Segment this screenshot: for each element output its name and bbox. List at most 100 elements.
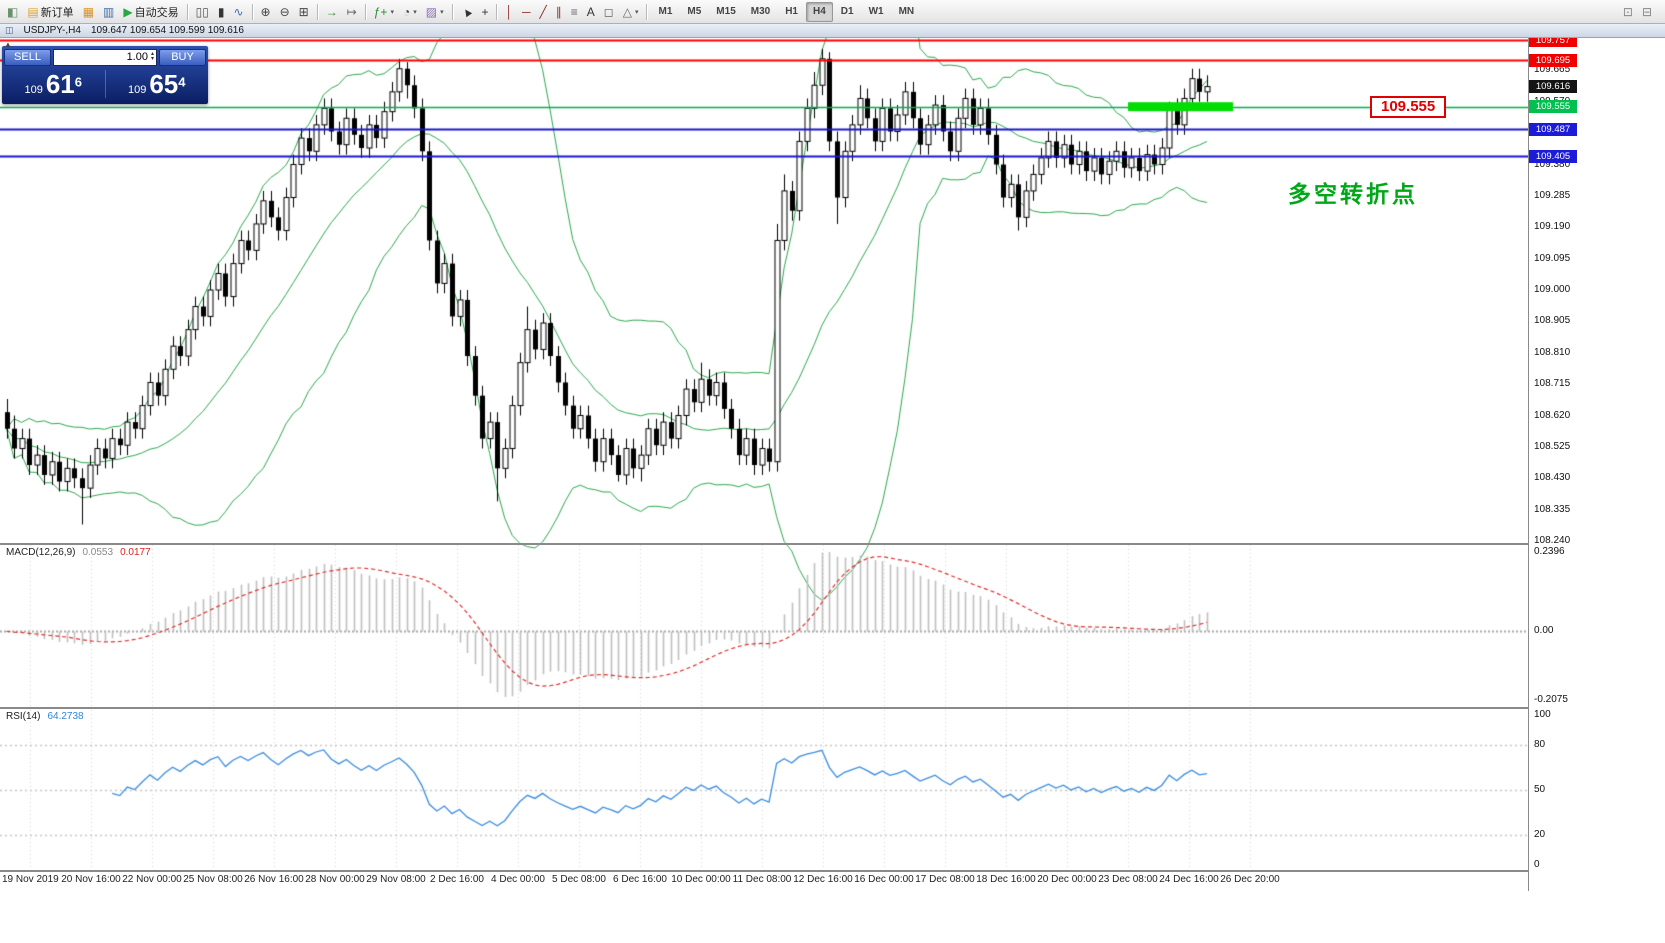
zoom-out-icon[interactable]: ⊖: [279, 4, 290, 19]
time-axis-label: 16 Dec 00:00: [854, 874, 914, 885]
tile-windows-icon[interactable]: ⊞: [298, 4, 309, 19]
time-axis-label: 12 Dec 16:00: [793, 874, 853, 885]
indicators-icon[interactable]: ƒ+ ▾: [373, 4, 394, 19]
price-axis-label: 108.620: [1534, 409, 1571, 421]
chart-canvas[interactable]: [0, 38, 1528, 872]
pane-separator-time: [0, 870, 1665, 872]
sell-price[interactable]: 109 616: [2, 69, 105, 100]
price-axis-label: 108.905: [1534, 315, 1571, 327]
tf-d1-button[interactable]: D1: [840, 6, 854, 17]
price-axis-label: 108.715: [1534, 378, 1571, 390]
toolbar-separator: [646, 3, 648, 20]
pane-separator-rsi[interactable]: [0, 707, 1665, 709]
buy-button[interactable]: BUY: [159, 48, 206, 66]
main-toolbar: ◧ ▤ 新订单 ▦ ▥ ▶ 自动交易 ▯▯ ▮ ∿ ⊕ ⊖ ⊞ → ↦ ƒ+ ▾ ◔ ▾ ▨ ▾ ▲ + │ ─ ╱ ∥ ≡ A ◻ △ ▾ M…: [0, 0, 1665, 24]
price-badge: 109.616: [1529, 80, 1577, 94]
tf-m1-button[interactable]: M1: [658, 6, 673, 17]
toolbar-separator: [496, 3, 498, 20]
vertical-line-icon[interactable]: │: [505, 4, 513, 19]
turning-point-note: 多空转折点: [1288, 181, 1418, 207]
horizontal-line-icon[interactable]: ─: [521, 4, 531, 19]
time-axis-label: 18 Dec 16:00: [976, 874, 1036, 885]
shapes-icon[interactable]: △ ▾: [622, 4, 639, 19]
time-axis-label: 29 Nov 08:00: [366, 874, 426, 885]
rsi-indicator-label: RSI(14) 64.2738: [6, 711, 84, 722]
volume-stepper[interactable]: 1.00 ▴ ▾: [53, 48, 157, 66]
toolbar-separator: [364, 3, 366, 20]
chart-symbol-period: USDJPY-,H4: [23, 25, 81, 36]
buy-price[interactable]: 109 654: [106, 69, 209, 100]
page-icon-2[interactable]: ⊟: [1641, 4, 1652, 19]
price-axis-label: 109.000: [1534, 284, 1571, 295]
line-chart-icon[interactable]: ∿: [233, 4, 244, 19]
time-axis-label: 26 Dec 20:00: [1220, 874, 1280, 885]
bars-chart-icon[interactable]: ▯▯: [195, 4, 209, 19]
templates-icon[interactable]: ▨ ▾: [425, 4, 444, 19]
time-axis-label: 17 Dec 08:00: [915, 874, 975, 885]
toolbar-separator: [451, 3, 453, 20]
page-icon-1[interactable]: ⊡: [1622, 4, 1633, 19]
macd-signal-value: 0.0177: [120, 547, 151, 558]
sell-price-sup: 6: [74, 74, 82, 90]
new-chart-icon[interactable]: ◧: [7, 4, 19, 19]
rsi-axis-label: 100: [1534, 709, 1551, 720]
time-axis-label: 20 Dec 00:00: [1037, 874, 1097, 885]
price-badge: 109.405: [1529, 149, 1577, 163]
collapse-trade-panel-button[interactable]: ▲: [4, 40, 12, 49]
price-axis[interactable]: 109.665109.570109.475109.380109.285109.1…: [1528, 33, 1665, 891]
price-axis-label: 109.380: [1534, 158, 1571, 170]
price-badge: 109.555: [1529, 100, 1577, 114]
periods-icon[interactable]: ◔ ▾: [402, 4, 417, 19]
rsi-name: RSI(14): [6, 711, 41, 722]
toolbar-separator: [251, 3, 253, 20]
tf-m30-button[interactable]: M30: [750, 6, 771, 17]
tf-h4-button[interactable]: H4: [806, 1, 833, 22]
autotrading-button[interactable]: ▶ 自动交易: [123, 4, 179, 19]
volume-spinner[interactable]: ▴ ▾: [150, 51, 154, 62]
spinner-down-icon[interactable]: ▾: [150, 56, 154, 62]
time-axis-label: 24 Dec 16:00: [1159, 874, 1219, 885]
tf-w1-button[interactable]: W1: [868, 6, 884, 17]
time-axis-label: 6 Dec 16:00: [613, 874, 667, 885]
macd-indicator-label: MACD(12,26,9) 0.0553 0.0177: [6, 547, 151, 558]
sell-price-big: 61: [45, 68, 75, 99]
time-axis-label: 25 Nov 08:00: [183, 874, 243, 885]
trade-panel-divider: [104, 70, 106, 98]
chart-shift-icon[interactable]: ↦: [346, 4, 357, 19]
tf-m5-button[interactable]: M5: [687, 6, 702, 17]
rsi-axis-label: 0: [1534, 859, 1540, 870]
buy-price-prefix: 109: [127, 83, 147, 96]
time-axis-label: 20 Nov 16:00: [61, 874, 121, 885]
time-axis-label: 19 Nov 2019: [2, 874, 59, 885]
tf-m15-button[interactable]: M15: [716, 6, 736, 17]
pane-separator-macd[interactable]: [0, 543, 1665, 545]
label-tool-icon[interactable]: ◻: [603, 4, 614, 19]
time-axis[interactable]: 19 Nov 2019 20 Nov 16:00 22 Nov 00:00 25 No…: [0, 872, 1528, 890]
tf-mn-button[interactable]: MN: [898, 6, 915, 17]
text-tool-icon[interactable]: A: [586, 4, 595, 19]
zoom-in-icon[interactable]: ⊕: [260, 4, 271, 19]
data-window-icon[interactable]: ▥: [103, 4, 115, 19]
candlestick-chart-icon[interactable]: ▮: [217, 4, 225, 19]
chart-titlebar[interactable]: ◫ USDJPY-,H4 109.647 109.654 109.599 109…: [0, 24, 1665, 38]
trendline-icon[interactable]: ╱: [539, 4, 547, 19]
sell-button[interactable]: SELL: [4, 48, 51, 66]
time-axis-label: 11 Dec 08:00: [732, 874, 792, 885]
time-axis-label: 2 Dec 16:00: [430, 874, 484, 885]
cursor-icon[interactable]: ▲: [457, 2, 476, 21]
crosshair-icon[interactable]: +: [481, 4, 489, 19]
market-watch-icon[interactable]: ▦: [82, 4, 95, 19]
price-tag-109-555: 109.555: [1370, 96, 1447, 118]
macd-name: MACD(12,26,9): [6, 547, 76, 558]
tf-h1-button[interactable]: H1: [785, 6, 798, 17]
auto-scroll-icon[interactable]: →: [325, 4, 338, 19]
price-axis-label: 109.190: [1534, 221, 1571, 233]
volume-value[interactable]: 1.00: [126, 51, 148, 63]
new-order-button[interactable]: ▤ 新订单: [27, 4, 74, 19]
channel-icon[interactable]: ∥: [555, 4, 562, 19]
macd-axis-label: -0.2075: [1534, 694, 1568, 705]
spinner-up-icon[interactable]: ▴: [150, 51, 154, 57]
toolbar-separator: [186, 3, 188, 20]
fibonacci-icon[interactable]: ≡: [570, 4, 578, 19]
